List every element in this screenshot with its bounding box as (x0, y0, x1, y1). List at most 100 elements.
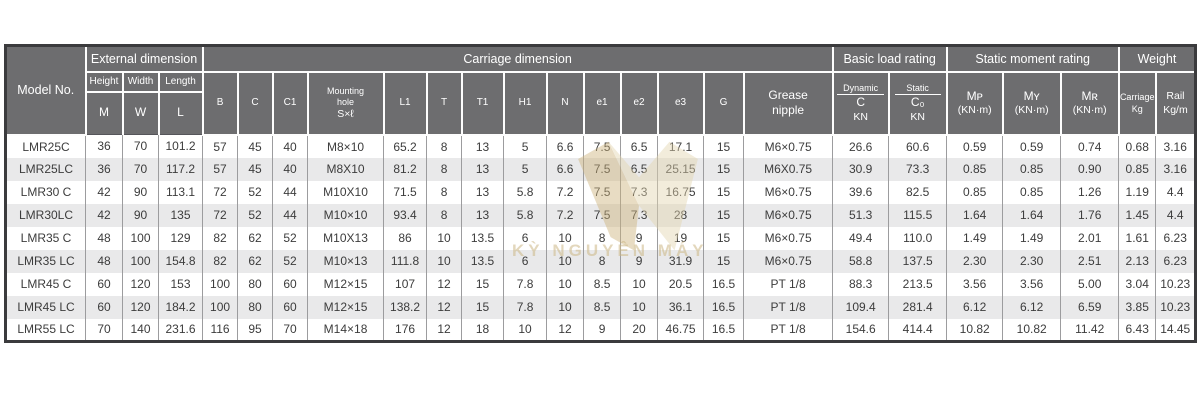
value-cell: 15 (703, 249, 745, 273)
grease-line1: Grease (768, 87, 808, 102)
value-cell: 31.9 (657, 249, 705, 273)
value-cell: 0.85 (946, 157, 1004, 181)
table-row: LMR55 LC 70 140 231.6 116 95 70 M14×18 176 12 18 10… (5, 318, 1197, 342)
value-cell: M6×0.75 (743, 134, 834, 158)
value-cell: 2.13 (1118, 249, 1157, 273)
table-body: LMR25C 36 70 101.2 57 45 40 M8×10 65.2 8 13 5 6.6 7.5… (5, 134, 1197, 342)
table-row: LMR30 C 42 90 113.1 72 52 44 M10X10 71.5 8 13 5.8 7.… (5, 180, 1197, 204)
value-cell: 20.5 (657, 272, 705, 296)
value-cell: M12×15 (307, 295, 385, 319)
value-cell: 2.30 (946, 249, 1004, 273)
value-cell: 7.8 (503, 272, 548, 296)
value-cell: 40 (272, 134, 309, 158)
value-cell: 1.76 (1060, 203, 1120, 227)
value-cell: 6.59 (1060, 295, 1120, 319)
value-cell: 12 (426, 272, 463, 296)
value-cell: 6.6 (546, 157, 585, 181)
value-cell: 6.43 (1118, 318, 1157, 342)
value-cell: 52 (237, 203, 274, 227)
carriage-weight-line2: Kg (1131, 103, 1143, 114)
value-cell: 6.5 (620, 157, 659, 181)
col-header-n: N (545, 70, 585, 136)
value-cell: 15 (703, 226, 745, 250)
value-cell: M8×10 (307, 134, 385, 158)
value-cell: 3.56 (1002, 272, 1062, 296)
value-cell: 110.0 (888, 226, 948, 250)
value-cell: 18 (461, 318, 505, 342)
value-cell: 135 (157, 203, 204, 227)
value-cell: 58.8 (832, 249, 890, 273)
value-cell: 0.85 (1002, 180, 1062, 204)
model-cell: LMR30LC (5, 203, 86, 227)
value-cell: 10 (546, 226, 585, 250)
mp-symbol: Mᴘ (966, 88, 983, 103)
value-cell: 86 (383, 226, 428, 250)
mounting-hole-line1: Mounting (327, 85, 365, 96)
value-cell: 3.16 (1155, 134, 1197, 158)
value-cell: 17.1 (657, 134, 705, 158)
value-cell: 12 (426, 295, 463, 319)
value-cell: 16.5 (703, 318, 745, 342)
table-row: LMR35 LC 48 100 154.8 82 62 52 M10×13 111.8 10 13.… (5, 249, 1197, 273)
model-cell: LMR45 C (5, 272, 86, 296)
value-cell: 72 (202, 180, 239, 204)
value-cell: 8 (426, 134, 463, 158)
value-cell: 1.45 (1118, 203, 1157, 227)
value-cell: 65.2 (383, 134, 428, 158)
value-cell: 10.23 (1155, 272, 1197, 296)
value-cell: 281.4 (888, 295, 948, 319)
value-cell: 10.23 (1155, 295, 1197, 319)
value-cell: 100 (122, 249, 159, 273)
value-cell: 13.5 (461, 226, 505, 250)
value-cell: M8X10 (307, 157, 385, 181)
value-cell: M10X10 (307, 180, 385, 204)
value-cell: 70 (122, 157, 159, 181)
value-cell: 6.6 (546, 134, 585, 158)
model-cell: LMR55 LC (5, 318, 86, 342)
value-cell: 1.49 (1002, 226, 1062, 250)
value-cell: 107 (383, 272, 428, 296)
value-cell: 8 (583, 249, 622, 273)
value-cell: 8.5 (583, 295, 622, 319)
mounting-hole-line2: hole (337, 96, 355, 107)
value-cell: 7.3 (620, 203, 659, 227)
value-cell: 39.6 (832, 180, 890, 204)
value-cell: 109.4 (832, 295, 890, 319)
value-cell: 100 (202, 295, 239, 319)
value-cell: 90 (122, 203, 159, 227)
value-cell: 5.8 (503, 203, 548, 227)
value-cell: 1.61 (1118, 226, 1157, 250)
value-cell: 10 (620, 272, 659, 296)
value-cell: 1.49 (946, 226, 1004, 250)
table-row: LMR25C 36 70 101.2 57 45 40 M8×10 65.2 8 13 5 6.6 7.5… (5, 134, 1197, 158)
static-symbol: C₀ (910, 95, 925, 110)
value-cell: 95 (237, 318, 274, 342)
value-cell: 16.5 (703, 295, 745, 319)
value-cell: 116 (202, 318, 239, 342)
col-header-c1: C1 (271, 70, 309, 136)
value-cell: 6.5 (620, 134, 659, 158)
value-cell: 5 (503, 157, 548, 181)
value-cell: 7.5 (583, 180, 622, 204)
value-cell: 30.9 (832, 157, 890, 181)
value-cell: 6 (503, 226, 548, 250)
value-cell: 101.2 (157, 134, 204, 158)
value-cell: M6×0.75 (743, 203, 834, 227)
value-cell: 0.59 (1002, 134, 1062, 158)
value-cell: 26.6 (832, 134, 890, 158)
value-cell: 7.5 (583, 134, 622, 158)
model-cell: LMR35 LC (5, 249, 86, 273)
value-cell: 14.45 (1155, 318, 1197, 342)
value-cell: 2.51 (1060, 249, 1120, 273)
value-cell: 70 (85, 318, 123, 342)
col-header-t: T (425, 70, 463, 136)
value-cell: 90 (122, 180, 159, 204)
group-header-carriage-dimension: Carriage dimension (201, 44, 834, 73)
group-header-basic-load-rating: Basic load rating (831, 44, 948, 73)
value-cell: 93.4 (383, 203, 428, 227)
value-cell: 52 (272, 226, 309, 250)
value-cell: 60 (272, 295, 309, 319)
value-cell: 120 (122, 295, 159, 319)
value-cell: 10.82 (1002, 318, 1062, 342)
